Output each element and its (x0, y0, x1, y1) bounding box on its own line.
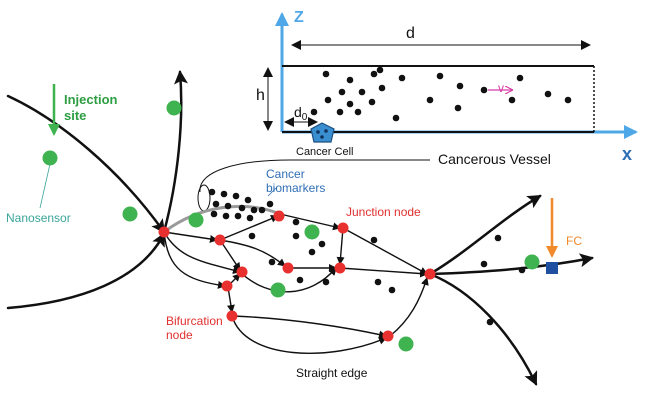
vessel-inset (263, 12, 638, 143)
main-bifurcation-node (158, 226, 170, 238)
vessel-callout-line (199, 159, 430, 193)
network-nodes (158, 210, 436, 342)
inlet-edge-top (6, 94, 166, 234)
main-junction-node (424, 268, 436, 280)
cancer-cell-icon (310, 122, 335, 143)
bifurcation-node-label: Bifurcation (166, 314, 223, 328)
nanosensor-leader (39, 163, 51, 209)
cancerous-edge (162, 204, 282, 234)
straight-edge-label: Straight edge (296, 366, 368, 380)
cancer-cell-dots (316, 129, 328, 139)
velocity-label: v (498, 81, 504, 95)
dimension-d0-label: d0 (294, 104, 308, 123)
fc-label: FC (566, 234, 582, 248)
axis-z-label: Z (294, 9, 304, 26)
biomarker-leader (267, 187, 277, 197)
inlet-edge-bottom (6, 232, 166, 310)
cancerous-vessel-label: Cancerous Vessel (438, 151, 551, 167)
network-edges (6, 70, 594, 386)
nanosensors (42, 100, 540, 352)
outlet-edge-upper-right (428, 194, 542, 276)
biomarker-particles (208, 188, 526, 326)
junction-node-label: Junction node (346, 205, 421, 219)
dimension-d-label: d (406, 25, 415, 42)
dimension-h-label: h (256, 87, 265, 104)
outlet-edge-right (428, 253, 594, 276)
injection-site-label-2: site (64, 108, 86, 123)
cancer-biomarkers-label-2: biomarkers (266, 181, 325, 195)
axis-x-label: x (622, 144, 632, 164)
vessel-callout-ellipse (197, 184, 211, 212)
cancer-biomarkers-label: Cancer (266, 167, 305, 181)
cancer-cell-label: Cancer Cell (296, 146, 353, 158)
outlet-edge-lower-right (428, 272, 538, 386)
nanosensor-label: Nanosensor (6, 211, 71, 225)
vessel-particles (310, 66, 572, 122)
outlet-edge-up (162, 70, 188, 234)
injection-site-label: Injection (64, 92, 118, 107)
square-detector-icon (546, 262, 558, 274)
bifurcation-node-label-2: node (166, 328, 193, 342)
